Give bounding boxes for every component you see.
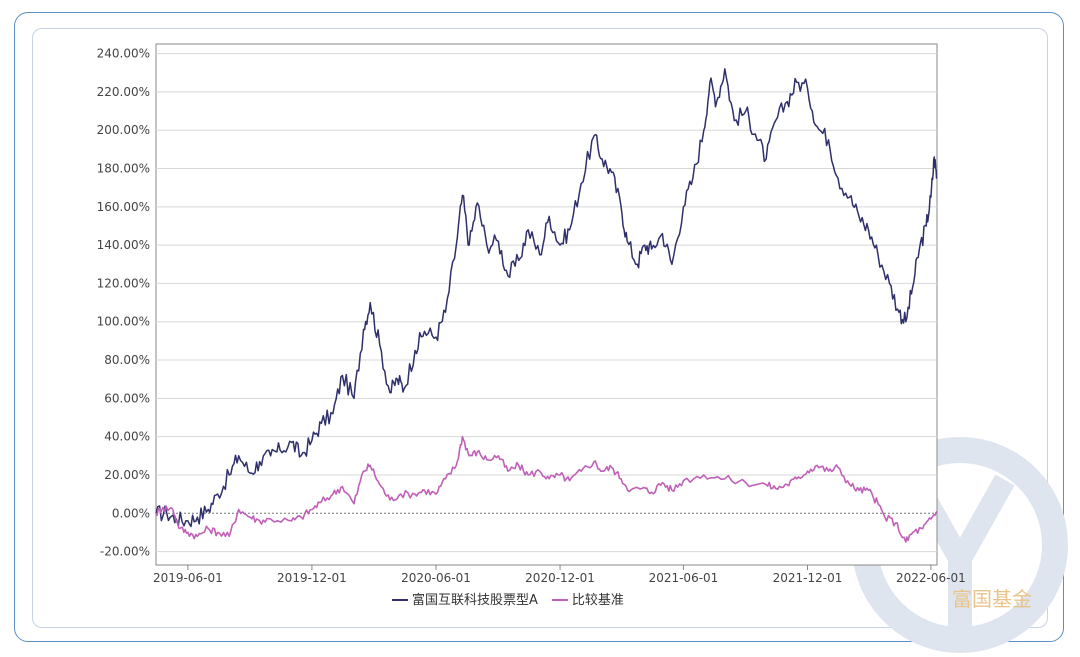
series-line-1 [155,435,938,543]
y-tick-label: 220.00% [97,85,150,99]
y-tick-label: 140.00% [97,238,150,252]
series-lines [155,68,938,543]
y-tick-label: 20.00% [104,468,150,482]
y-tick-label: 240.00% [97,47,150,61]
x-tick-label: 2020-12-01 [525,571,595,585]
y-tick-label: 160.00% [97,200,150,214]
y-tick-label: 80.00% [104,353,150,367]
y-tick-label: 0.00% [112,506,150,520]
y-tick-label: 180.00% [97,162,150,176]
y-tick-label: -20.00% [100,545,150,559]
gridlines [156,53,937,553]
x-tick-label: 2019-12-01 [277,571,347,585]
legend-label: 比较基准 [572,593,624,608]
y-tick-label: 40.00% [104,430,150,444]
watermark-stem [948,560,972,630]
x-tick-label: 2021-06-01 [649,571,719,585]
y-tick-label: 60.00% [104,391,150,405]
legend-label: 富国互联科技股票型A [412,592,538,608]
y-axis-ticks: 240.00% 220.00% 200.00% 180.00% 160.00% 140.0… [97,47,150,559]
x-tick-label: 2021-12-01 [773,571,843,585]
x-tick-label: 2020-06-01 [401,571,471,585]
y-tick-label: 120.00% [97,276,150,290]
legend: 富国互联科技股票型A 比较基准 [392,592,624,608]
watermark-text: 富国基金 [952,587,1032,611]
x-tick-label: 2022-06-01 [896,571,966,585]
y-tick-label: 200.00% [97,123,150,137]
y-tick-label: 100.00% [97,315,150,329]
x-tick-label: 2019-06-01 [153,571,223,585]
series-line-0 [155,68,938,528]
x-axis-ticks: 2019-06-01 2019-12-01 2020-06-01 2020-12-01… [153,565,966,585]
plot-area [155,43,938,566]
